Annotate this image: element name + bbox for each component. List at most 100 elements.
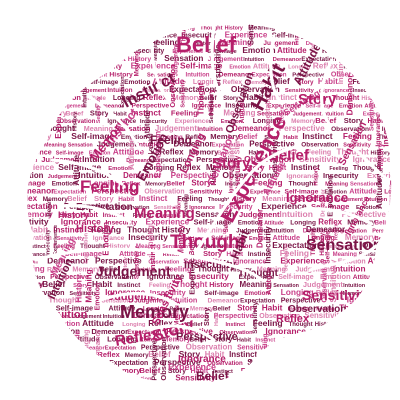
small-word: Feeling	[307, 96, 327, 102]
small-word: History	[207, 88, 216, 115]
small-word: Instinct	[139, 194, 168, 203]
small-word: History	[162, 224, 191, 234]
small-word: Habit	[368, 116, 387, 125]
small-word: Meaning	[388, 93, 400, 102]
small-word: Intuition	[226, 243, 252, 250]
small-word: Judgement	[293, 111, 322, 117]
small-word: Experience	[313, 374, 355, 383]
small-word: Meaning	[357, 310, 366, 341]
small-word: Story	[233, 136, 241, 154]
small-word: Expectation	[252, 71, 287, 78]
small-word: Feeling	[37, 282, 43, 302]
small-word: Thought	[273, 366, 303, 375]
small-word: Sensitivity	[10, 64, 41, 71]
small-word: Intuition	[42, 344, 67, 351]
small-word: Reflex	[280, 106, 286, 124]
small-word: Longing	[383, 29, 400, 39]
small-word: Longing	[143, 305, 167, 312]
small-word: Instinct	[131, 107, 161, 117]
small-word: Emotion	[300, 364, 309, 396]
small-word: Thought	[181, 19, 188, 45]
small-word: Habit	[92, 280, 113, 289]
small-word: History	[232, 194, 257, 203]
small-word: Observation	[148, 260, 179, 266]
small-word: Experience	[367, 171, 400, 180]
small-word: Sensitivity	[252, 301, 259, 333]
small-word: Story	[179, 349, 201, 359]
small-word: Story	[397, 235, 400, 242]
large-word: Belief	[196, 369, 230, 383]
small-word: Ignorance	[355, 311, 391, 320]
small-word: Meaning	[280, 7, 309, 16]
small-word: Emotion	[325, 189, 348, 195]
small-word: Expectation	[84, 233, 90, 264]
small-word: Intuition	[169, 296, 198, 305]
small-word: Insecurity	[326, 344, 358, 351]
small-word: Memory	[348, 48, 372, 55]
small-word: Memory	[87, 10, 110, 16]
small-word: Attitude	[368, 257, 399, 266]
small-word: Emotion	[238, 220, 263, 227]
small-word: Insecurity	[12, 80, 40, 86]
small-word: Longing	[384, 188, 400, 195]
small-word: Expectation	[265, 92, 272, 131]
small-word: Experience	[172, 49, 204, 55]
small-word: Expectation	[119, 377, 152, 383]
small-word: Judgement	[303, 280, 344, 289]
small-word: Demeanor	[126, 158, 152, 164]
small-word: Self-image	[386, 358, 400, 367]
small-word: Perspective	[279, 124, 325, 133]
small-word: Intuition	[390, 181, 400, 188]
small-word: Feeling	[280, 248, 309, 258]
small-word: Longing	[84, 330, 91, 358]
small-word: Expectation	[212, 143, 245, 149]
small-word: Thought	[238, 384, 262, 390]
small-word: Attitude	[82, 318, 114, 328]
small-word: Ignorance	[92, 46, 128, 55]
small-word: Experience	[349, 326, 395, 336]
small-word: Expectation	[325, 175, 334, 216]
small-word: Sensation	[195, 210, 234, 219]
large-word: Memory	[120, 302, 189, 322]
small-word: Demeanor	[273, 57, 303, 63]
small-word: Memory	[206, 163, 237, 172]
small-word: Intuition	[343, 283, 366, 289]
small-word: Ignorance	[93, 235, 125, 242]
small-word: Expectation	[11, 202, 57, 211]
small-word: Instinct	[24, 69, 51, 78]
small-word: Attitude	[142, 110, 151, 139]
small-word: Insecurity	[310, 329, 341, 336]
large-word: Feeling	[150, 133, 192, 147]
small-word: Intuition	[137, 142, 164, 149]
small-word: Insecurity	[396, 311, 400, 320]
small-word: Sensation	[43, 88, 72, 94]
small-word: History	[315, 322, 336, 328]
small-word: Intuition	[279, 209, 313, 219]
small-word: Expectation	[36, 14, 83, 24]
small-word: Longing	[159, 135, 183, 141]
small-word: Longing	[148, 134, 154, 155]
small-word: Thought	[307, 337, 333, 344]
small-word: Meaning	[8, 84, 42, 94]
small-word: Longing	[36, 9, 63, 16]
small-word: Sensation	[294, 194, 330, 203]
small-word: Sensitivity	[175, 374, 216, 383]
small-word: Experience	[257, 352, 266, 396]
small-word: Insecurity	[106, 220, 138, 227]
small-word: Habit	[8, 296, 28, 305]
small-word: Ignorance	[375, 114, 382, 147]
small-word: Habit	[214, 312, 220, 326]
small-word: Demeanor	[390, 26, 400, 32]
small-word: Perspective	[342, 210, 387, 219]
small-word: Meaning	[134, 51, 141, 76]
small-word: Observation	[219, 330, 253, 336]
small-word: Ignorance	[189, 205, 215, 211]
small-word: Attitude	[126, 138, 136, 170]
small-word: Perspective	[92, 389, 133, 398]
small-word: Insecurity	[264, 226, 273, 264]
small-word: Sensation	[365, 368, 395, 375]
small-word: Intuition	[103, 314, 126, 320]
small-word: Perspective	[342, 54, 386, 63]
small-word: Self-image	[278, 274, 314, 281]
small-word: Belief	[227, 147, 237, 170]
